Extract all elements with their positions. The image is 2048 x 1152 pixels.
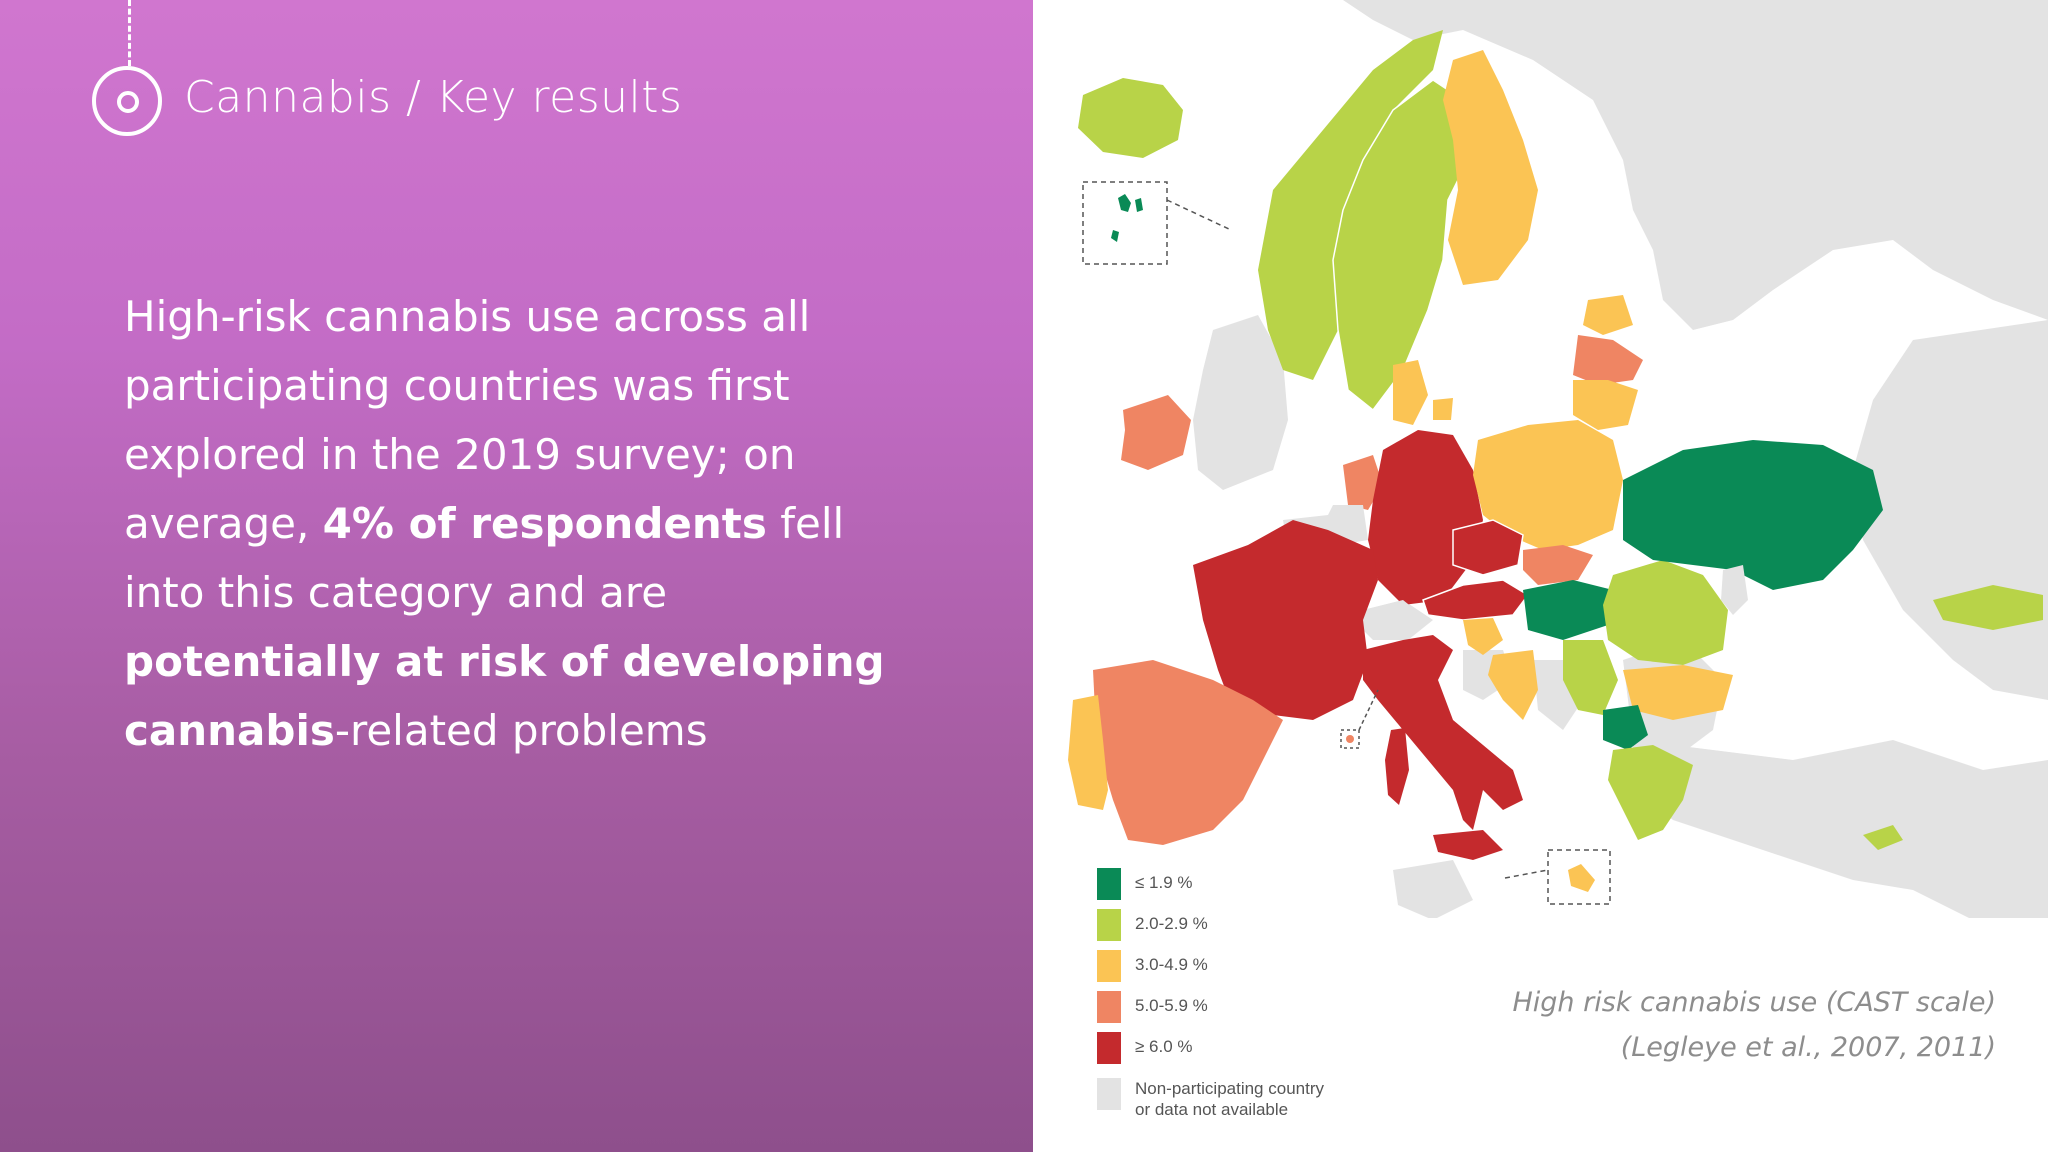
region-sweden [1332, 79, 1474, 412]
region-monaco [1346, 735, 1354, 743]
region-slovakia [1523, 545, 1593, 585]
region-malta [1568, 864, 1595, 892]
region-france [1193, 520, 1378, 720]
legend-item: ≤ 1.9 % [1097, 868, 1397, 900]
region-hungary [1523, 580, 1613, 640]
body-text-part3: -related problems [334, 706, 708, 755]
legend-swatch [1097, 1032, 1121, 1064]
region-spain [1093, 660, 1283, 845]
timeline-connector [128, 0, 131, 66]
legend-label: 3.0-4.9 % [1135, 955, 1208, 974]
region-denmark [1393, 360, 1453, 425]
region-austria [1422, 579, 1530, 621]
region-north-macedonia [1603, 705, 1648, 750]
region-ireland [1121, 395, 1191, 470]
region-bulgaria [1623, 665, 1733, 720]
region-faroe [1111, 194, 1143, 242]
region-serbia [1563, 640, 1618, 715]
caption-citation: (Legleye et al., 2007, 2011) [1620, 1032, 1996, 1063]
region-sardinia [1385, 728, 1409, 805]
region-italy [1363, 635, 1523, 830]
legend-item: ≥ 6.0 % [1097, 1032, 1397, 1064]
legend-label: Non-participating country or data not av… [1135, 1078, 1324, 1120]
caption-title: High risk cannabis use (CAST scale) [1512, 987, 1996, 1018]
section-title: Cannabis / Key results [184, 72, 683, 123]
legend-swatch [1097, 991, 1121, 1023]
region-portugal [1068, 695, 1108, 810]
region-croatia [1488, 650, 1538, 720]
europe-map [1033, 0, 2048, 1152]
legend-swatch [1097, 950, 1121, 982]
inset-box-malta [1547, 849, 1611, 905]
inset-connector-monaco [1358, 689, 1379, 731]
legend-swatch [1097, 868, 1121, 900]
legend-area-background [1033, 918, 2048, 1152]
map-caption: High risk cannabis use (CAST scale) (Leg… [1512, 980, 1996, 1070]
legend-label: 2.0-2.9 % [1135, 914, 1208, 933]
region-cyprus [1863, 825, 1903, 850]
legend-swatch [1097, 1078, 1121, 1110]
body-text-part2: fell into this category and are [124, 499, 845, 617]
region-lithuania [1573, 380, 1638, 430]
key-result-text: High-risk cannabis use across all partic… [124, 282, 924, 765]
legend-label: ≤ 1.9 % [1135, 873, 1193, 892]
region-norway [1258, 30, 1443, 380]
legend-item: 5.0-5.9 % [1097, 991, 1397, 1023]
inset-box-monaco [1340, 729, 1360, 749]
region-czechia [1452, 519, 1524, 576]
inset-connector-malta [1504, 869, 1549, 879]
legend-item: 2.0-2.9 % [1097, 909, 1397, 941]
legend-item: 3.0-4.9 % [1097, 950, 1397, 982]
region-iceland [1078, 78, 1183, 158]
body-text-bold2: potentially at risk of developing cannab… [124, 637, 885, 755]
legend-label-line1: Non-participating country [1135, 1079, 1324, 1098]
region-romania [1603, 560, 1728, 665]
region-greece [1608, 745, 1693, 840]
region-poland [1473, 420, 1623, 550]
region-ukraine [1623, 440, 1883, 590]
legend-label-line2: or data not available [1135, 1100, 1289, 1119]
legend-label: ≥ 6.0 % [1135, 1037, 1193, 1056]
region-germany [1368, 430, 1483, 605]
body-text-bold1: 4% of respondents [322, 499, 767, 548]
timeline-node-dot [117, 91, 139, 113]
region-georgia [1933, 585, 2043, 630]
region-latvia [1573, 335, 1643, 385]
inset-box-faroe [1082, 181, 1168, 265]
map-panel: ≤ 1.9 % 2.0-2.9 % 3.0-4.9 % 5.0-5.9 % ≥ … [1033, 0, 2048, 1152]
region-finland [1443, 50, 1538, 285]
region-estonia [1583, 295, 1633, 335]
region-slovenia [1463, 618, 1503, 655]
region-netherlands [1343, 455, 1383, 510]
region-switzerland [1358, 600, 1428, 640]
region-sicily [1433, 830, 1503, 860]
timeline-node-icon [92, 66, 162, 136]
legend-label: 5.0-5.9 % [1135, 996, 1208, 1015]
inset-connector-faroe [1166, 199, 1232, 231]
body-text-part1: High-risk cannabis use across all partic… [124, 292, 811, 548]
left-panel: Cannabis / Key results High-risk cannabi… [0, 0, 1033, 1152]
region-moldova [1721, 565, 1748, 615]
legend-item: Non-participating country or data not av… [1097, 1078, 1397, 1120]
legend-swatch [1097, 909, 1121, 941]
